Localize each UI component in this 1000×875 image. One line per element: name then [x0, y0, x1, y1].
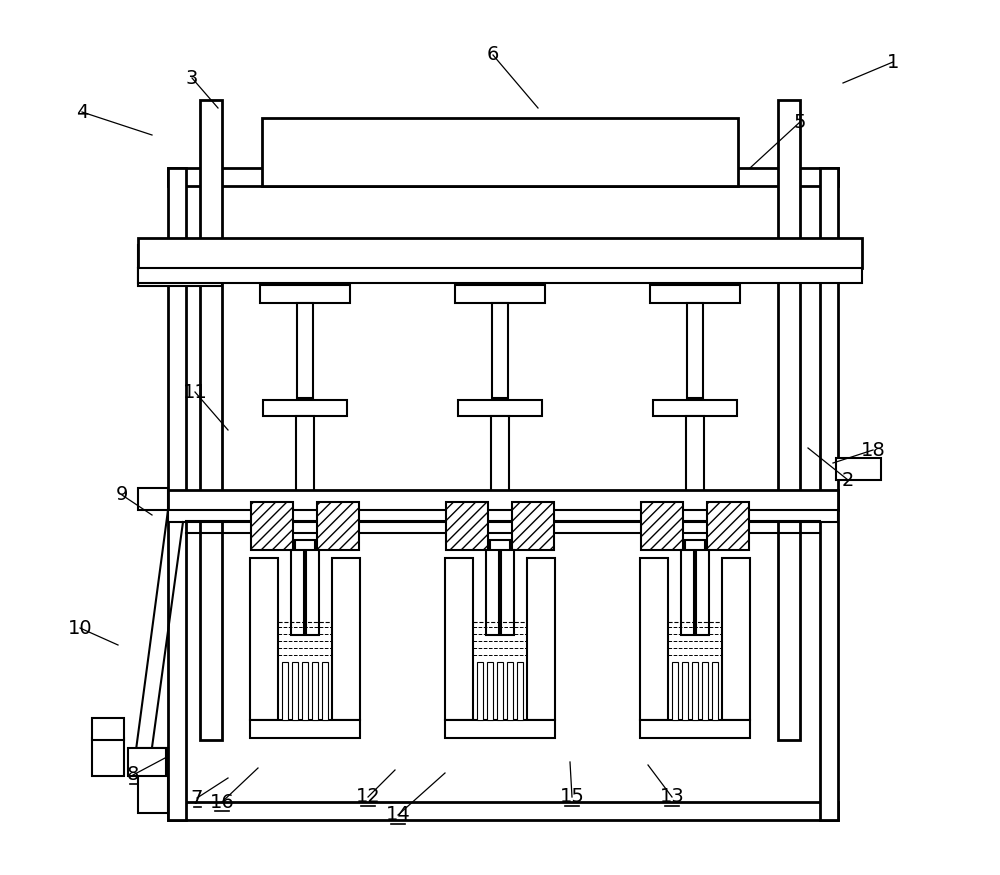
Bar — [707, 502, 749, 550]
Bar — [445, 720, 555, 738]
Bar — [455, 285, 545, 303]
Bar — [292, 662, 298, 720]
Bar — [262, 118, 738, 186]
Text: 13: 13 — [660, 788, 684, 807]
Text: 4: 4 — [76, 102, 88, 122]
Bar — [641, 502, 683, 550]
Text: 16: 16 — [210, 793, 234, 811]
Bar — [517, 662, 523, 720]
Text: 14: 14 — [386, 806, 410, 824]
Bar — [138, 748, 168, 813]
Bar — [282, 662, 288, 720]
Bar — [492, 303, 508, 398]
Bar — [168, 510, 838, 522]
Bar — [820, 168, 838, 820]
Text: 7: 7 — [191, 788, 203, 808]
Bar — [640, 720, 750, 738]
Bar — [138, 268, 222, 286]
Bar — [138, 245, 222, 267]
Bar — [138, 488, 168, 510]
Bar — [446, 502, 488, 550]
Bar — [312, 662, 318, 720]
Bar — [490, 540, 510, 558]
Bar — [687, 303, 703, 398]
Bar — [168, 490, 838, 510]
Text: 3: 3 — [186, 68, 198, 88]
Bar — [168, 802, 838, 820]
Bar — [200, 100, 222, 740]
Bar — [512, 502, 554, 550]
Text: 6: 6 — [487, 46, 499, 65]
Bar — [168, 168, 838, 186]
Text: 2: 2 — [842, 471, 854, 489]
Bar — [722, 558, 750, 720]
Text: 15: 15 — [560, 788, 584, 807]
Bar — [302, 662, 308, 720]
Bar — [138, 238, 862, 268]
Bar — [682, 662, 688, 720]
Text: 8: 8 — [127, 766, 139, 785]
Bar — [497, 662, 503, 720]
Bar — [685, 540, 705, 558]
Bar — [297, 303, 313, 398]
Text: 5: 5 — [794, 113, 806, 131]
Bar — [250, 720, 360, 738]
Bar — [138, 268, 862, 283]
Text: 10: 10 — [68, 619, 92, 638]
Bar — [527, 558, 555, 720]
Bar — [487, 662, 493, 720]
Bar — [507, 662, 513, 720]
Bar — [168, 168, 186, 820]
Bar — [128, 748, 166, 776]
Bar — [640, 558, 668, 720]
Bar — [92, 718, 124, 740]
Bar — [260, 285, 350, 303]
Bar — [712, 662, 718, 720]
Bar — [296, 416, 314, 504]
Bar — [836, 458, 881, 480]
Bar — [317, 502, 359, 550]
Bar — [291, 550, 304, 635]
Text: 1: 1 — [887, 52, 899, 72]
Text: 18: 18 — [861, 440, 885, 459]
Bar — [250, 558, 278, 720]
Bar — [702, 662, 708, 720]
Bar — [477, 662, 483, 720]
Text: 9: 9 — [116, 486, 128, 505]
Bar — [332, 558, 360, 720]
Text: 11: 11 — [183, 382, 207, 402]
Bar — [672, 662, 678, 720]
Bar — [306, 550, 319, 635]
Bar — [295, 540, 315, 558]
Bar — [681, 550, 694, 635]
Text: 12: 12 — [356, 788, 380, 807]
Bar — [251, 502, 293, 550]
Bar — [458, 400, 542, 416]
Bar — [486, 550, 499, 635]
Bar — [692, 662, 698, 720]
Bar — [92, 738, 124, 776]
Bar — [322, 662, 328, 720]
Bar — [653, 400, 737, 416]
Bar — [263, 400, 347, 416]
Bar — [445, 558, 473, 720]
Bar — [696, 550, 709, 635]
Bar — [491, 416, 509, 504]
Bar — [686, 416, 704, 504]
Bar — [501, 550, 514, 635]
Bar — [778, 100, 800, 740]
Bar — [650, 285, 740, 303]
